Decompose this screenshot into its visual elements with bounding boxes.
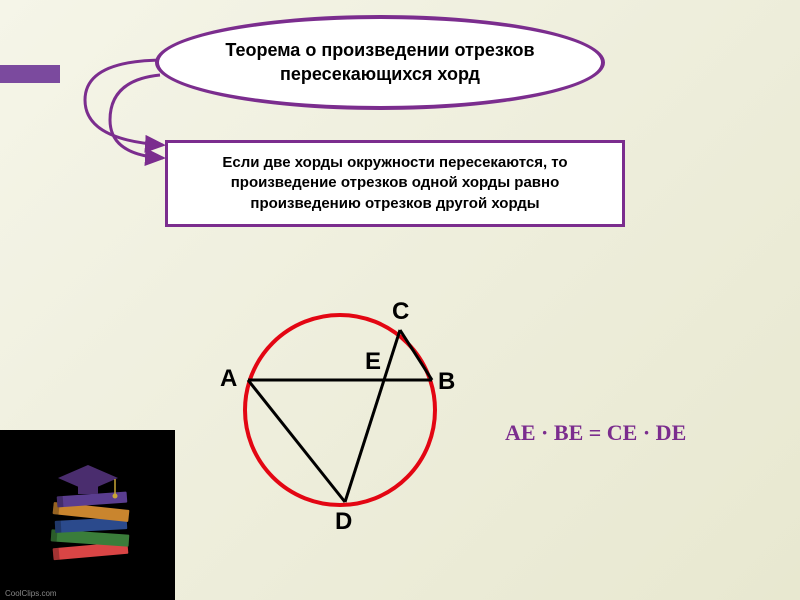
point-label-A: A (220, 365, 237, 393)
title-bubble: Теорема о произведении отрезков пересека… (155, 15, 605, 110)
point-label-D: D (335, 508, 352, 536)
title-text: Теорема о произведении отрезков пересека… (199, 39, 561, 86)
books-icon (23, 450, 153, 580)
chord-diagram: A B C D E (210, 270, 470, 550)
point-label-B: B (438, 368, 455, 396)
point-label-C: C (392, 298, 409, 326)
formula: AE · BE = CE · DE (505, 420, 686, 446)
point-label-E: E (365, 348, 381, 376)
body-box: Если две хорды окружности пересекаются, … (165, 140, 625, 227)
accent-bar (0, 65, 60, 83)
attribution: CoolClips.com (5, 589, 57, 598)
body-text: Если две хорды окружности пересекаются, … (183, 153, 607, 214)
book-clip-art: CoolClips.com (0, 430, 175, 600)
